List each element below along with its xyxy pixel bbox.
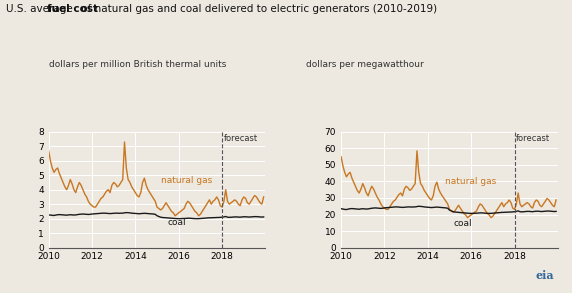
Text: natural gas: natural gas (445, 177, 496, 186)
Text: of natural gas and coal delivered to electric generators (2010-2019): of natural gas and coal delivered to ele… (78, 4, 437, 14)
Text: dollars per million British thermal units: dollars per million British thermal unit… (49, 60, 226, 69)
Text: dollars per megawatthour: dollars per megawatthour (306, 60, 424, 69)
Text: natural gas: natural gas (161, 176, 213, 185)
Text: forecast: forecast (224, 134, 258, 143)
Text: coal: coal (168, 218, 186, 227)
Text: U.S. average: U.S. average (6, 4, 76, 14)
Text: coal: coal (454, 219, 472, 228)
Text: fuel cost: fuel cost (47, 4, 98, 14)
Text: forecast: forecast (517, 134, 550, 143)
Text: eia: eia (535, 270, 554, 281)
